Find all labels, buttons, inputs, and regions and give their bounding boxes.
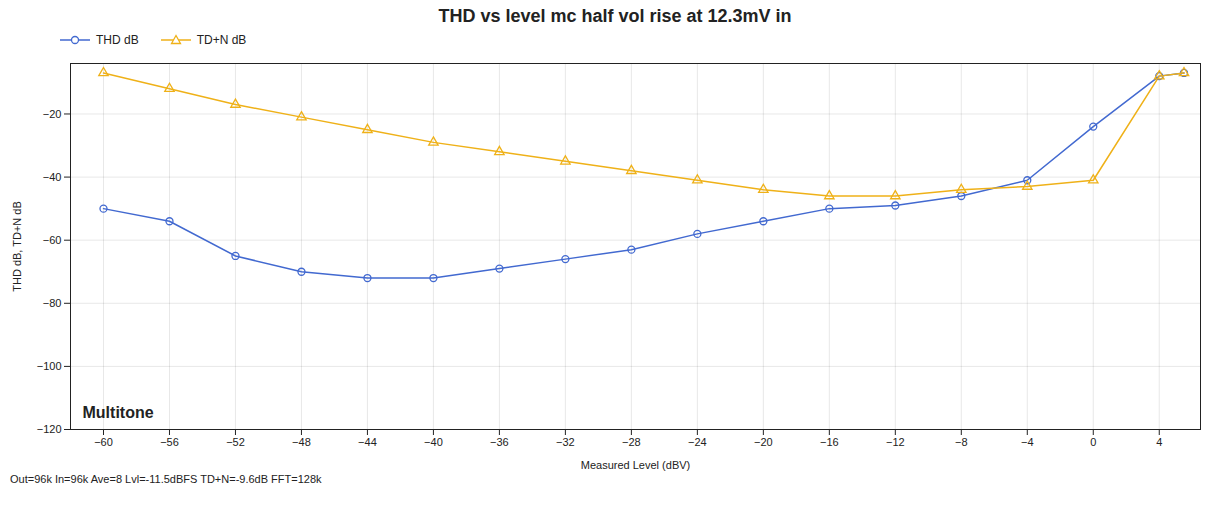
svg-text:−12: −12 (886, 436, 905, 448)
svg-text:−20: −20 (754, 436, 773, 448)
svg-text:−24: −24 (688, 436, 707, 448)
svg-text:Multitone: Multitone (83, 404, 154, 421)
svg-text:0: 0 (1090, 436, 1096, 448)
svg-text:−4: −4 (1021, 436, 1034, 448)
svg-text:−40: −40 (43, 171, 62, 183)
svg-text:−120: −120 (37, 423, 62, 435)
svg-text:−60: −60 (43, 234, 62, 246)
svg-text:−44: −44 (358, 436, 377, 448)
html-text:TD+N dB: TD+N dB (196, 33, 247, 47)
svg-text:−20: −20 (43, 108, 62, 120)
svg-text:−100: −100 (37, 360, 62, 372)
svg-text:Measured Level (dBV): Measured Level (dBV) (581, 459, 690, 471)
svg-text:4: 4 (1156, 436, 1162, 448)
html-text:THD dB: THD dB (96, 33, 139, 47)
svg-text:−60: −60 (94, 436, 113, 448)
svg-text:−48: −48 (292, 436, 311, 448)
svg-text:THD dB, TD+N dB: THD dB, TD+N dB (11, 201, 23, 292)
html-text:Out=96k In=96k Ave=8 Lvl=-11.5: Out=96k In=96k Ave=8 Lvl=-11.5dBFS TD+N=… (10, 473, 322, 485)
html-text:THD vs level mc half vol rise: THD vs level mc half vol rise at 12.3mV … (438, 6, 792, 26)
svg-text:−8: −8 (955, 436, 968, 448)
svg-text:−52: −52 (226, 436, 245, 448)
svg-text:−32: −32 (556, 436, 575, 448)
svg-text:−28: −28 (622, 436, 641, 448)
svg-text:−56: −56 (160, 436, 179, 448)
svg-text:−36: −36 (490, 436, 509, 448)
svg-text:−80: −80 (43, 297, 62, 309)
svg-text:−16: −16 (820, 436, 839, 448)
svg-text:−40: −40 (424, 436, 443, 448)
